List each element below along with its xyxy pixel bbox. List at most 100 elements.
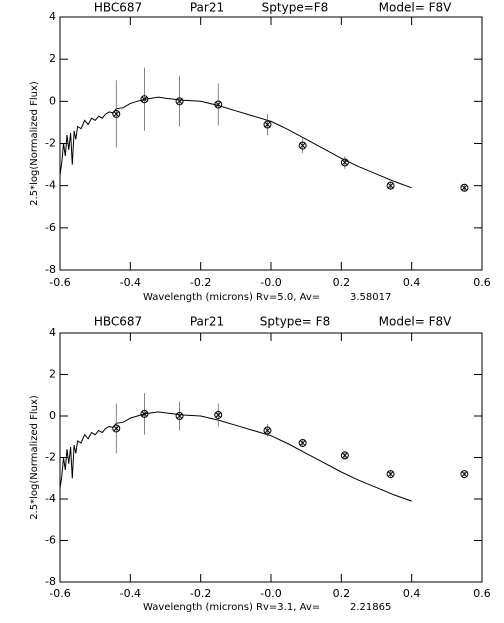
point-cross (264, 427, 271, 434)
point-circle (263, 120, 272, 129)
title-part: Sptype=F8 (262, 1, 329, 15)
point-cross (387, 182, 394, 189)
y-tick-label: 2 (49, 52, 56, 65)
x-tick-label: -0.4 (120, 276, 141, 289)
panel: HBC687 Par21 Sptype=F8 Model= F8V -0.6 -0.4 -0… (29, 1, 491, 304)
y-tick-label: -2 (45, 137, 56, 150)
y-tick-label: 0 (49, 94, 56, 107)
point-circle (386, 181, 395, 190)
data-point (263, 426, 272, 435)
point-cross (264, 121, 271, 128)
data-point (298, 438, 307, 447)
point-circle (175, 97, 184, 106)
y-tick-label: -4 (45, 492, 56, 505)
title-part: HBC687 (94, 1, 142, 15)
y-axis-label: 2.5*log(Normalized Flux) (29, 81, 40, 206)
x-axis-label-value: 2.21865 (350, 602, 391, 613)
y-tick-label: 0 (49, 409, 56, 422)
x-tick-label: 0.6 (473, 587, 491, 600)
data-point (214, 100, 223, 109)
y-tick-label: 4 (49, 10, 56, 23)
point-cross (299, 440, 306, 446)
point-circle (340, 451, 349, 460)
x-tick-label: 0.2 (333, 587, 351, 600)
point-circle (386, 470, 395, 479)
data-point (175, 97, 184, 106)
panel: HBC687 Par21 Sptype= F8 Model= F8V -0.6 -0.4 -… (29, 315, 491, 614)
x-tick-label: -0.0 (260, 587, 281, 600)
point-circle (112, 109, 121, 118)
point-cross (461, 184, 468, 191)
data-point (214, 410, 223, 419)
point-circle (460, 470, 469, 479)
model-line (59, 96, 412, 189)
data-point (386, 181, 395, 190)
data-point (460, 470, 469, 479)
y-tick-label: -8 (45, 263, 56, 276)
y-tick-label: -6 (45, 534, 56, 547)
data-point (340, 158, 349, 167)
x-axis-label-value: 3.58017 (350, 292, 391, 303)
data-point (175, 412, 184, 420)
point-circle (112, 424, 121, 433)
point-circle (340, 158, 349, 167)
point-cross (141, 96, 148, 103)
data-point (386, 470, 395, 479)
title-part: Par21 (190, 1, 224, 15)
point-cross (299, 142, 306, 149)
point-cross (176, 98, 183, 105)
point-circle (140, 409, 149, 418)
data-point (112, 109, 121, 118)
point-circle (140, 95, 149, 104)
x-tick-label: 0.4 (403, 276, 421, 289)
y-tick-label: 4 (49, 326, 56, 339)
data-point (263, 120, 272, 129)
data-point (298, 141, 307, 150)
point-circle (298, 438, 307, 447)
point-cross (342, 452, 348, 459)
point-circle (460, 183, 469, 192)
data-point (112, 424, 121, 433)
point-cross (461, 471, 468, 477)
data-point (340, 451, 349, 460)
y-tick-label: -4 (45, 179, 56, 192)
point-circle (214, 100, 223, 109)
data-point (140, 95, 149, 104)
y-tick-label: 2 (49, 368, 56, 381)
data-point (140, 409, 149, 418)
point-circle (263, 426, 272, 435)
x-tick-label: 0.4 (403, 587, 421, 600)
x-tick-label: 0.6 (473, 276, 491, 289)
x-tick-label: -0.2 (190, 587, 211, 600)
plot-frame (59, 16, 483, 271)
x-tick-label: -0.4 (120, 587, 141, 600)
x-tick-label: -0.0 (260, 276, 281, 289)
x-tick-label: 0.2 (333, 276, 351, 289)
y-tick-label: -8 (45, 575, 56, 588)
point-circle (298, 141, 307, 150)
point-cross (141, 411, 148, 417)
point-cross (215, 101, 222, 108)
x-tick-label: -0.2 (190, 276, 211, 289)
x-tick-label: -0.6 (49, 276, 70, 289)
data-point (460, 183, 469, 192)
point-cross (342, 159, 348, 166)
title-part: Par21 (190, 315, 224, 329)
title-part: Model= F8V (379, 1, 452, 15)
plot-frame (59, 332, 483, 583)
point-circle (214, 410, 223, 419)
y-tick-label: -6 (45, 221, 56, 234)
x-tick-label: -0.6 (49, 587, 70, 600)
title-part: HBC687 (94, 315, 142, 329)
point-cross (113, 425, 120, 432)
x-axis-label: Wavelength (microns) Rv=5.0, Av= (143, 292, 320, 303)
point-circle (175, 412, 184, 420)
point-cross (387, 471, 394, 477)
y-axis-label: 2.5*log(Normalized Flux) (29, 395, 40, 520)
title-part: Model= F8V (379, 315, 452, 329)
y-tick-label: -2 (45, 451, 56, 464)
point-cross (215, 412, 222, 418)
point-cross (176, 413, 183, 419)
point-cross (113, 111, 120, 117)
